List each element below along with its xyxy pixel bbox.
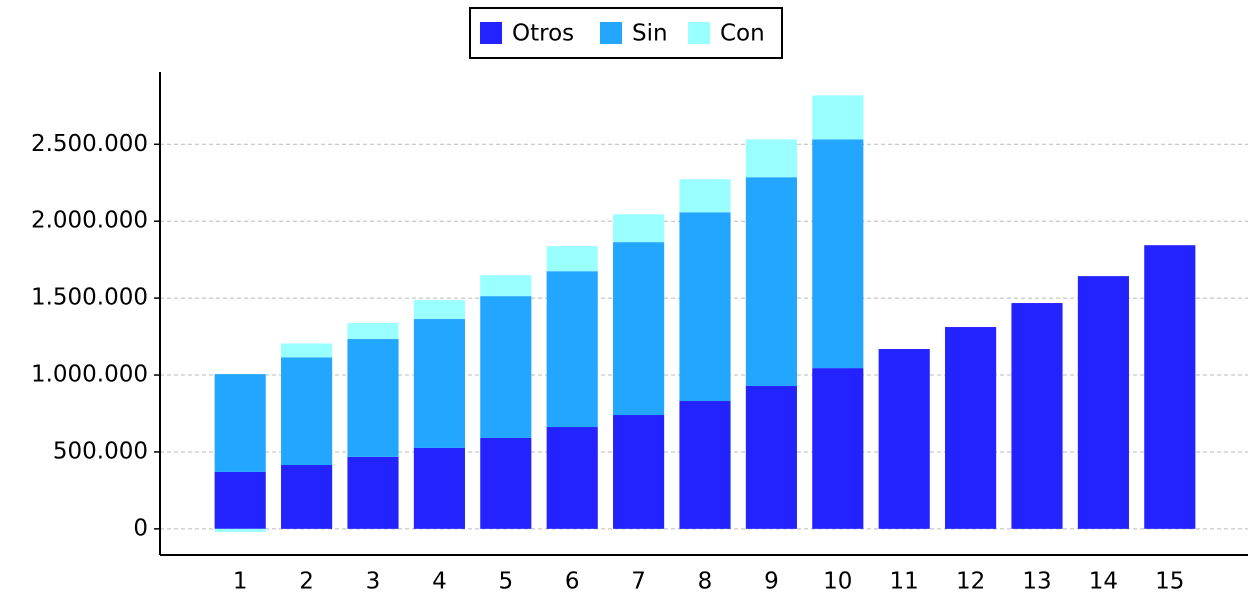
bar-segment [480,437,532,529]
bar-segment [1077,276,1129,529]
bar-segment [679,212,731,402]
y-tick-label: 1.000.000 [31,362,148,388]
x-tick-label: 4 [432,569,447,595]
bar-segment [679,179,731,213]
bar-segment [745,139,797,178]
y-tick-label: 500.000 [53,438,148,464]
bar-segment [878,349,930,529]
y-tick-label: 0 [133,515,148,541]
bar-segment [413,447,465,529]
bar-segment [1011,303,1063,529]
x-tick-label: 9 [764,569,779,595]
x-tick-label: 10 [823,569,852,595]
legend-label: Sin [632,21,668,47]
bar-segment [546,246,598,272]
bar-segment [347,456,399,529]
bar-segment [214,374,266,472]
bar-segment [214,528,266,532]
bar-segment [613,242,665,416]
x-tick-label: 7 [631,569,646,595]
bar-segment [480,296,532,438]
x-tick-label: 13 [1022,569,1051,595]
x-tick-label: 3 [366,569,381,595]
x-tick-label: 5 [498,569,513,595]
x-tick-label: 12 [956,569,985,595]
y-tick-label: 2.500.000 [31,131,148,157]
legend-swatch [600,22,622,44]
legend-label: Otros [512,21,574,47]
bar-segment [812,139,864,369]
y-tick-label: 2.000.000 [31,208,148,234]
bar-segment [413,319,465,448]
y-tick-label: 1.500.000 [31,285,148,311]
bar-segment [812,368,864,529]
bar-segment [1144,245,1196,529]
legend-swatch [480,22,502,44]
x-tick-label: 11 [890,569,919,595]
x-tick-label: 6 [565,569,580,595]
x-tick-label: 15 [1155,569,1184,595]
bar-segment [347,323,399,340]
bar-segment [214,471,266,529]
x-tick-label: 14 [1089,569,1118,595]
bar-segment [281,357,333,466]
bar-segment [945,327,997,529]
bar-segment [812,95,864,140]
bar-segment [679,401,731,529]
x-tick-label: 2 [299,569,314,595]
bar-segment [347,339,399,457]
bar-segment [480,275,532,297]
legend-box [469,7,783,59]
x-tick-label: 8 [698,569,713,595]
bar-segment [546,427,598,529]
x-tick-label: 1 [233,569,248,595]
bar-segment [546,271,598,428]
bar-segment [281,343,333,358]
bar-segment [281,465,333,529]
bar-segment [745,177,797,386]
bar-segment [613,415,665,529]
legend-swatch [688,22,710,44]
bar-segment [613,214,665,243]
bar-segment [413,300,465,320]
bar-segment [745,385,797,529]
legend-label: Con [720,21,765,47]
